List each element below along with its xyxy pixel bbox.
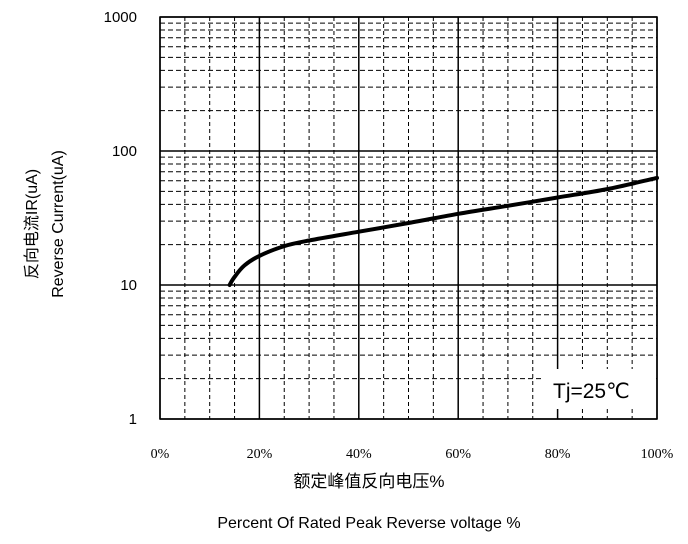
y-tick-labels: 1 10 100 1000 <box>104 9 137 428</box>
x-tick-label: 80% <box>545 447 571 462</box>
y-tick-label: 1000 <box>104 9 137 26</box>
y-tick-label: 100 <box>112 143 137 160</box>
y-axis-label-english: Reverse Current(uA) <box>50 150 67 298</box>
x-tick-label: 60% <box>445 447 471 462</box>
annotation-background <box>544 369 655 409</box>
x-tick-label: 20% <box>247 447 273 462</box>
y-tick-label: 10 <box>120 277 137 294</box>
x-tick-label: 40% <box>346 447 372 462</box>
x-axis-label-english: Percent Of Rated Peak Reverse voltage % <box>217 515 520 532</box>
x-tick-label: 100% <box>641 447 674 462</box>
x-tick-label: 0% <box>151 447 170 462</box>
y-tick-label: 1 <box>129 411 137 428</box>
annotation-label: Tj=25℃ <box>553 380 630 403</box>
x-tick-labels: 0% 20% 40% 60% 80% 100% <box>151 447 674 462</box>
annotation-box: Tj=25℃ <box>544 369 655 409</box>
y-axis-label-chinese: 反向电流IR(uA) <box>23 169 41 279</box>
major-gridlines <box>159 16 658 420</box>
minor-gridlines <box>160 17 657 419</box>
plot-frame <box>159 16 658 420</box>
series-layer <box>227 175 659 287</box>
x-axis-label-chinese: 额定峰值反向电压% <box>293 472 444 491</box>
series-line <box>227 175 659 287</box>
